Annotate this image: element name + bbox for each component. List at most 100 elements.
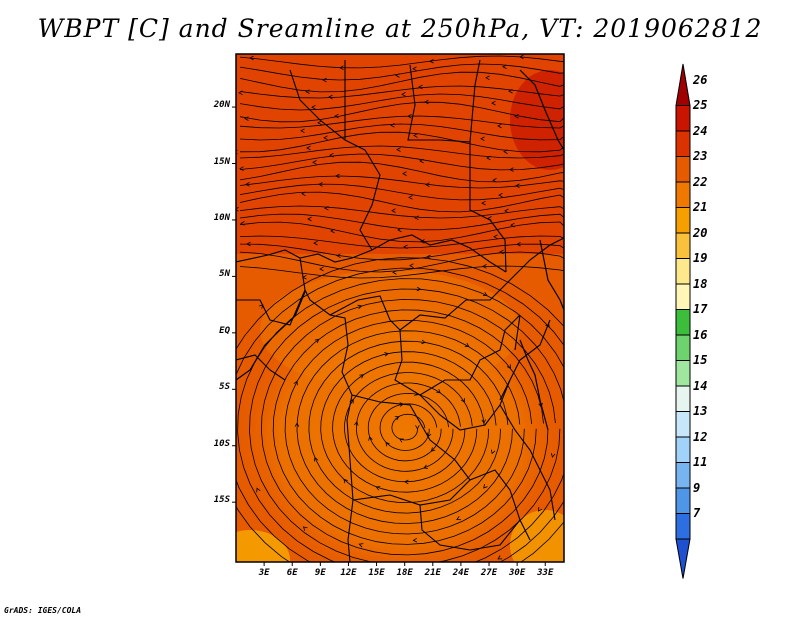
streamline-arrow: [497, 123, 502, 129]
colorbar-segment: [675, 207, 691, 234]
streamline-arrow: [335, 173, 340, 179]
streamline: [239, 251, 564, 273]
streamline-arrow: [519, 54, 524, 60]
streamline-arrow: [481, 200, 486, 206]
streamline-arrow: [312, 160, 317, 165]
map-border: [235, 53, 565, 563]
streamline-arrow: [418, 84, 423, 90]
streamline-arrow: [317, 120, 322, 126]
streamline-arrow: [211, 138, 215, 142]
colorbar-label: 9: [693, 480, 701, 495]
streamline-arrow: [302, 526, 308, 531]
streamline: [236, 257, 564, 562]
streamline-arrow: [244, 116, 249, 121]
streamline-arrow: [385, 441, 390, 447]
colorbar-label: 23: [693, 149, 708, 163]
streamline-arrow: [407, 113, 412, 119]
streamline-arrow: [238, 90, 243, 96]
streamline-arrow: [256, 487, 261, 493]
streamline-arrow: [240, 221, 245, 226]
streamline-arrow: [414, 215, 419, 221]
streamline: [239, 183, 564, 201]
streamline-arrow: [416, 286, 422, 292]
colorbar-segment: [675, 513, 691, 540]
colorbar: [675, 63, 691, 579]
streamline: [308, 340, 509, 514]
streamline-arrow: [510, 222, 515, 228]
streamline-arrow: [216, 79, 220, 83]
lon-tick-label: 9E: [314, 568, 326, 578]
colorbar-segment: [675, 181, 691, 208]
streamline-arrow: [329, 152, 334, 158]
colorbar-label: 21: [693, 200, 708, 214]
streamline-arrow: [483, 484, 488, 489]
streamline-arrow: [339, 65, 344, 71]
streamline-arrow: [313, 240, 318, 246]
colorbar-segment: [675, 232, 691, 259]
streamline-arrow: [318, 182, 323, 187]
streamline-arrow: [498, 192, 503, 198]
streamline-arrow: [328, 94, 333, 100]
streamline-arrow: [399, 438, 404, 443]
streamline-arrow: [368, 435, 373, 441]
colorbar-label: 14: [693, 378, 708, 393]
streamline-arrow: [492, 178, 497, 183]
lon-tick-label: 27E: [480, 568, 498, 578]
streamline-arrow: [502, 64, 507, 69]
streamline-arrow: [228, 125, 232, 129]
streamline-arrow: [313, 456, 319, 462]
streamline-arrow: [359, 374, 365, 379]
lat-tick-label: 15S: [213, 495, 230, 506]
colorbar-segment: [675, 360, 691, 387]
streamline-arrow: [343, 478, 348, 484]
streamline-arrow: [460, 398, 465, 403]
streamline: [239, 213, 564, 231]
lon-tick-label: 12E: [340, 568, 357, 578]
colorbar-bottom-arrow: [675, 538, 691, 579]
streamline-arrow: [301, 191, 306, 197]
streamline-arrow: [464, 342, 470, 348]
streamline-arrow: [323, 135, 328, 140]
streamline-arrow: [429, 58, 434, 64]
streamline-arrow: [508, 88, 513, 94]
streamline-arrow: [509, 167, 514, 172]
streamline: [379, 403, 438, 451]
lat-tick-label: 10N: [213, 212, 230, 223]
streamline-arrow: [396, 147, 401, 152]
lon-tick-label: 6E: [286, 568, 298, 578]
streamline-arrow: [592, 377, 596, 381]
streamline-arrow: [239, 166, 244, 171]
colorbar-label: 19: [693, 251, 708, 265]
colorbar-label: 17: [693, 302, 708, 316]
streamline-arrow: [481, 419, 486, 424]
streamline-arrow: [430, 447, 436, 452]
colorbar-segment: [675, 487, 691, 514]
streamline: [239, 131, 564, 153]
streamline-arrow: [506, 364, 511, 370]
streamline-arrow: [403, 479, 409, 485]
lat-tick-label: EQ: [219, 325, 230, 336]
streamline: [239, 221, 564, 243]
field-north-warm: [236, 54, 564, 254]
lat-tick-label: 15N: [213, 156, 230, 167]
lon-tick-label: 33E: [537, 568, 554, 578]
streamline-arrow: [419, 158, 424, 164]
streamline: [239, 55, 564, 69]
streamline-arrow: [390, 123, 395, 128]
streamline-arrow: [503, 149, 508, 154]
streamline-arrow: [426, 254, 431, 260]
colorbar-segment: [675, 130, 691, 157]
streamline-arrow: [424, 99, 429, 105]
streamline-arrow: [322, 77, 327, 83]
streamline: [239, 85, 564, 99]
streamline-arrow: [423, 464, 428, 469]
streamline-arrow: [212, 198, 216, 202]
streamline-arrow: [228, 433, 232, 437]
colorbar-label: 22: [693, 174, 708, 189]
lat-tick-label: 5N: [219, 269, 230, 280]
colorbar-label: 16: [693, 327, 708, 342]
streamline-arrow: [412, 537, 418, 543]
streamline: [391, 413, 426, 441]
colorbar-label: 18: [693, 276, 708, 291]
streamline-arrow: [409, 263, 414, 268]
